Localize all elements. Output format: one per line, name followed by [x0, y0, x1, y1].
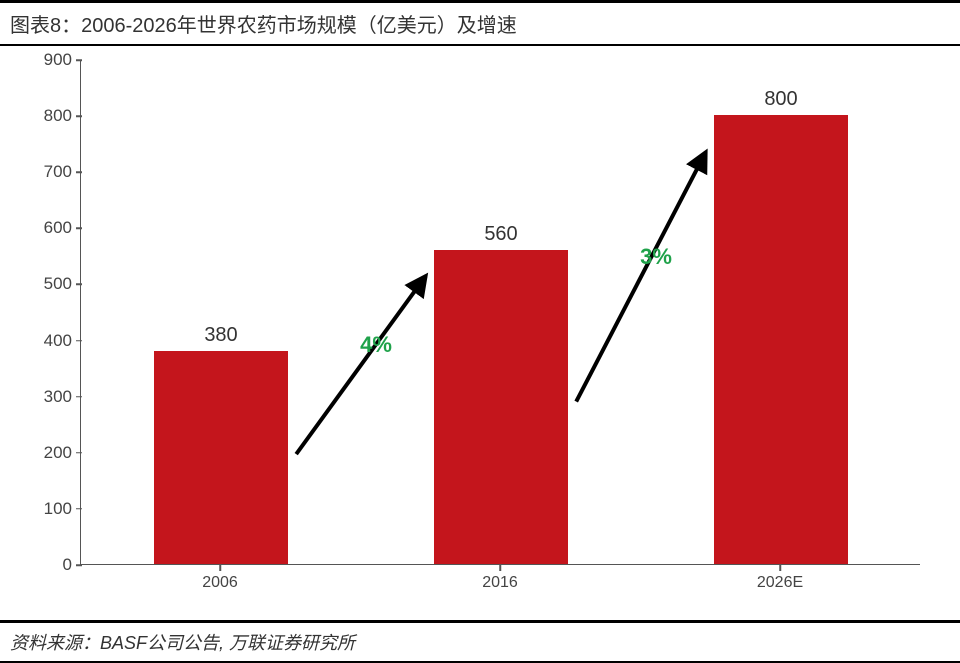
y-tick-mark — [76, 564, 82, 566]
y-tick-mark — [76, 171, 82, 173]
growth-rate-label: 3% — [640, 244, 672, 270]
figure-container: 图表8：2006-2026年世界农药市场规模（亿美元）及增速 380560800… — [0, 0, 960, 663]
x-tick-mark — [779, 565, 781, 571]
y-tick-mark — [76, 508, 82, 510]
y-tick-mark — [76, 59, 82, 61]
chart-area: 3805608004%3% 0 100 200 300 400 500 600 700 800 9… — [20, 50, 940, 610]
y-tick-mark — [76, 396, 82, 398]
chart-title: 图表8：2006-2026年世界农药市场规模（亿美元）及增速 — [0, 0, 960, 46]
x-tick-mark — [499, 565, 501, 571]
y-tick-label: 300 — [20, 387, 72, 407]
chart-source-footer: 资料来源：BASF公司公告, 万联证券研究所 — [0, 620, 960, 663]
y-tick-mark — [76, 115, 82, 117]
plot-area: 3805608004%3% — [80, 60, 920, 565]
y-tick-label: 400 — [20, 331, 72, 351]
y-tick-label: 200 — [20, 443, 72, 463]
x-tick-label: 2016 — [482, 574, 518, 592]
y-tick-mark — [76, 228, 82, 230]
x-tick-label: 2006 — [202, 574, 238, 592]
y-tick-mark — [76, 284, 82, 286]
y-tick-label: 800 — [20, 106, 72, 126]
x-tick-label: 2026E — [757, 574, 803, 592]
y-tick-label: 0 — [20, 555, 72, 575]
y-tick-label: 700 — [20, 162, 72, 182]
y-tick-label: 600 — [20, 218, 72, 238]
y-tick-mark — [76, 340, 82, 342]
x-tick-mark — [219, 565, 221, 571]
y-tick-label: 100 — [20, 499, 72, 519]
y-tick-mark — [76, 452, 82, 454]
y-tick-label: 900 — [20, 50, 72, 70]
growth-arrow — [81, 60, 921, 565]
y-tick-label: 500 — [20, 274, 72, 294]
